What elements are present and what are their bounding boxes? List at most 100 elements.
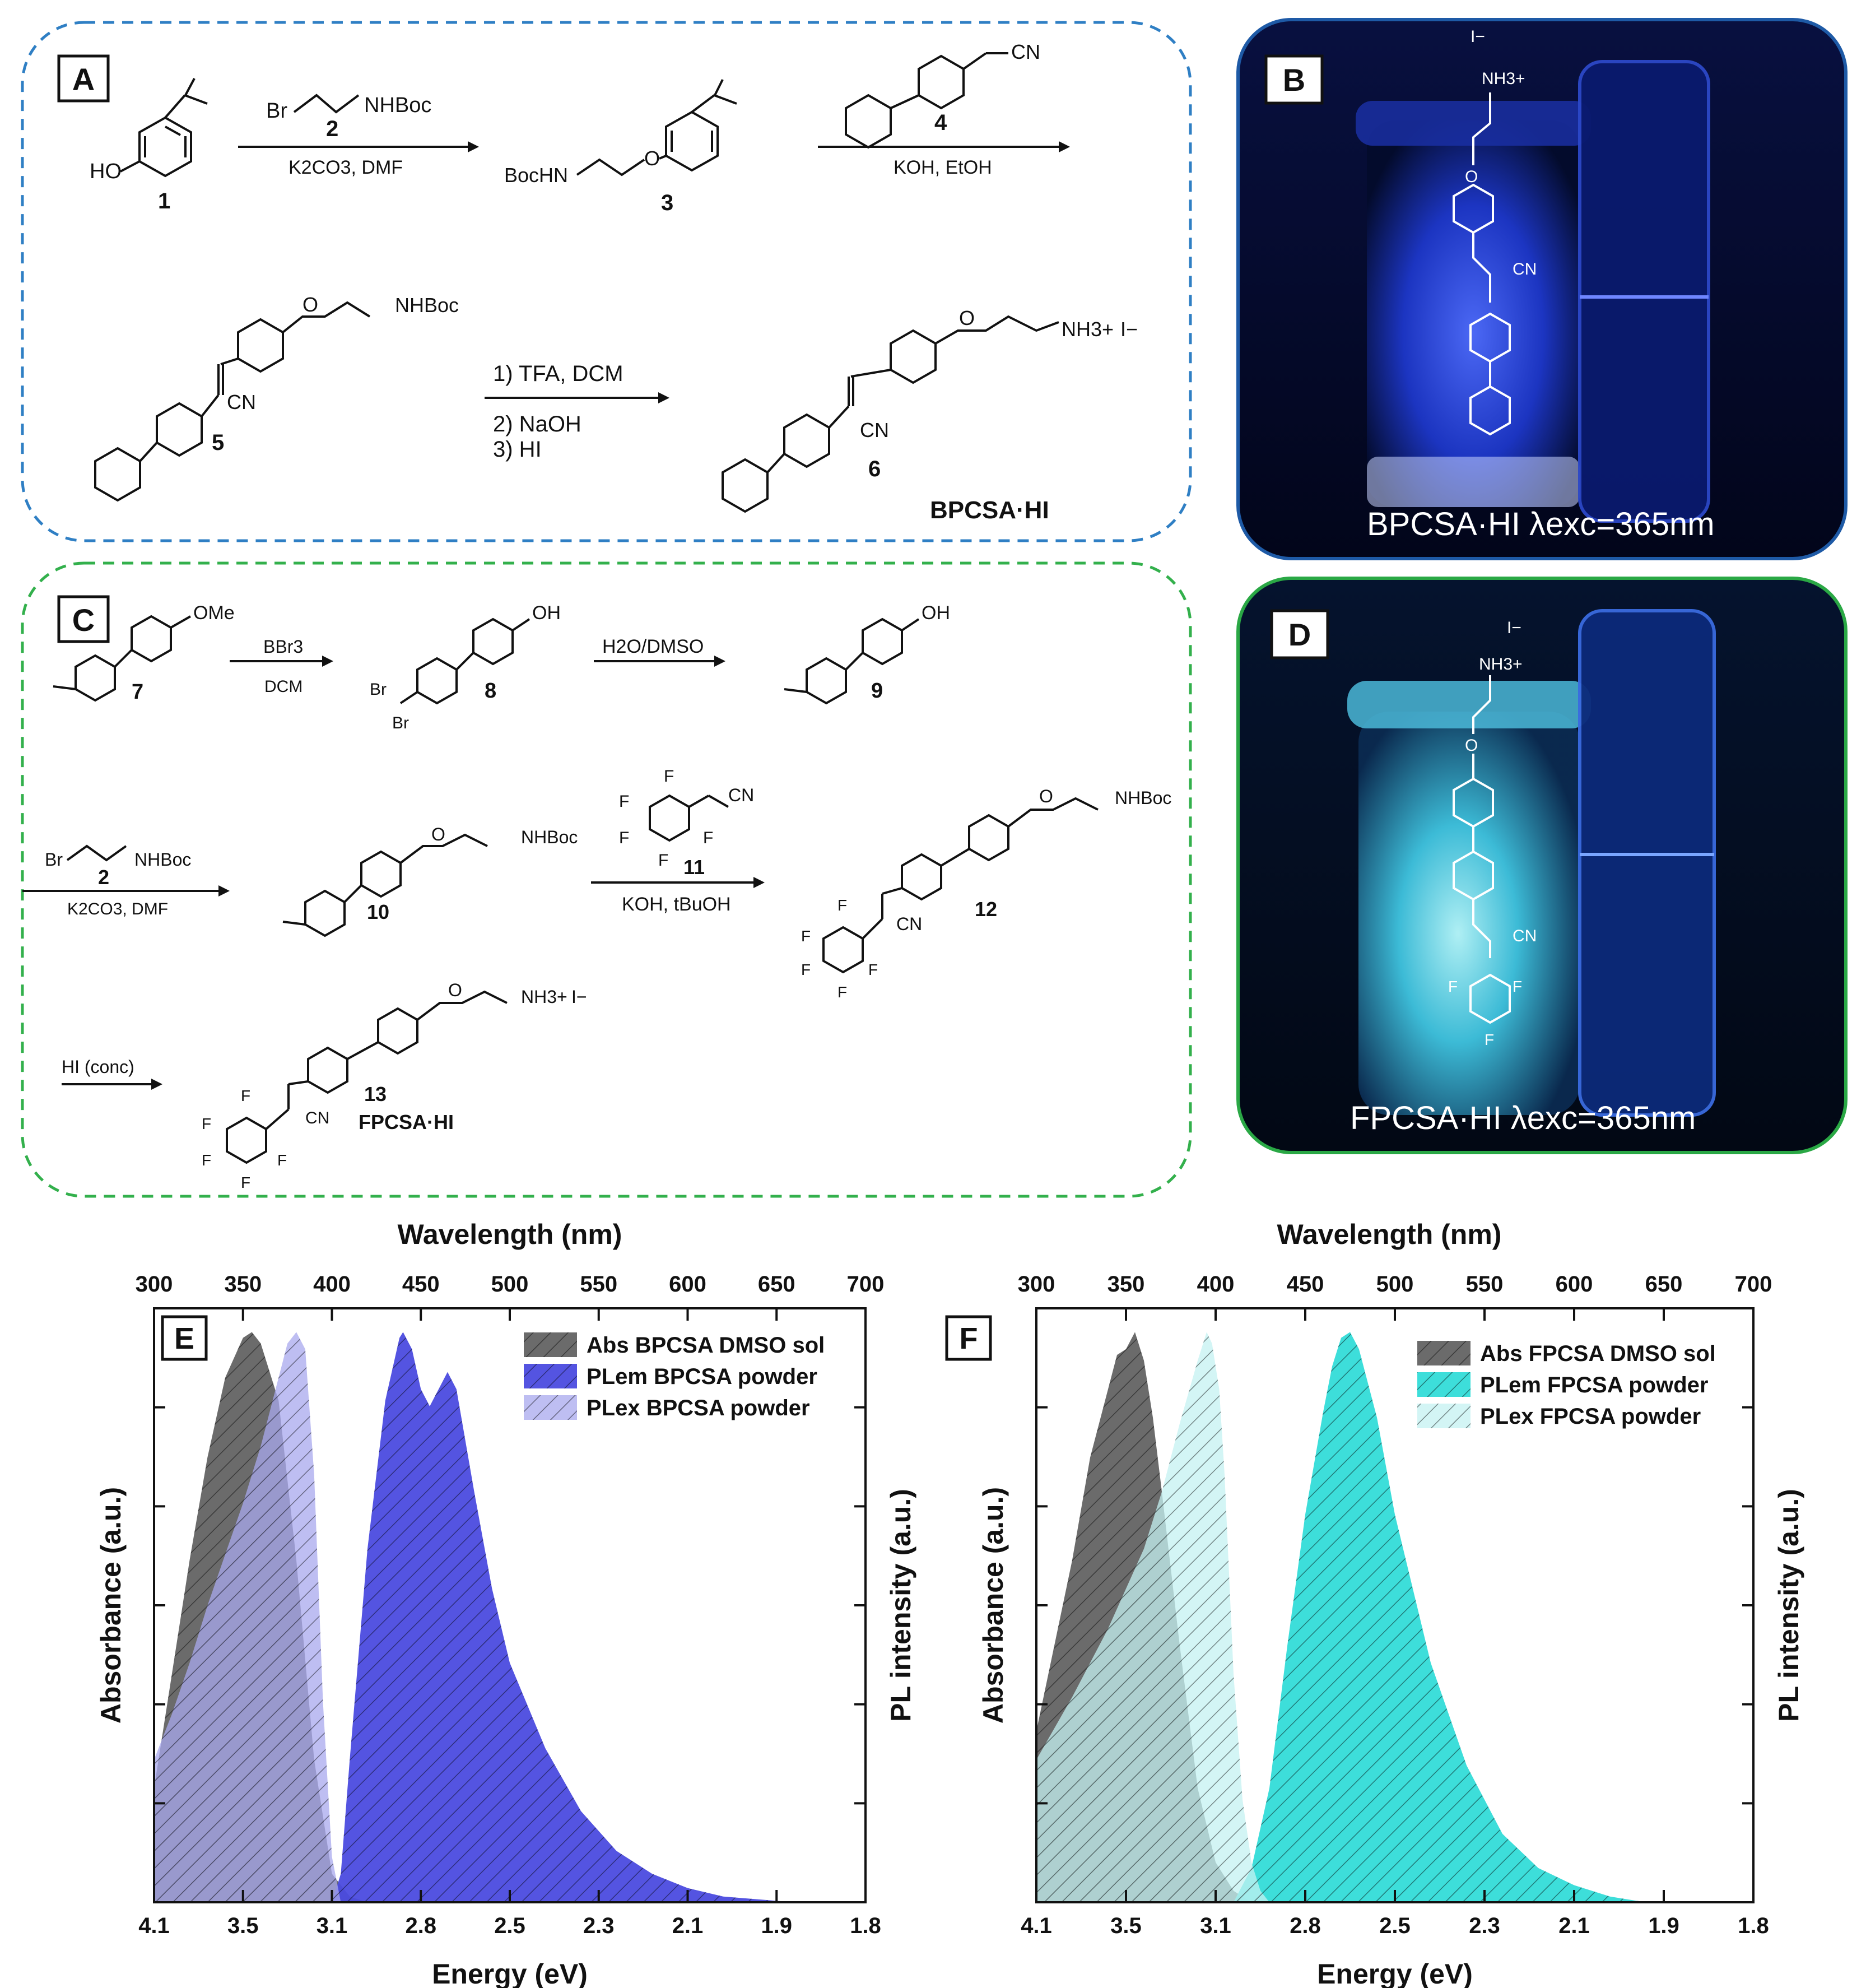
panel-d-label: D <box>1288 617 1311 652</box>
label-nhboc-c2: NHBoc <box>134 849 191 870</box>
bottom-tick-label: 2.5 <box>494 1913 525 1938</box>
chart-f-right-axis-title: PL intensity (a.u.) <box>1773 1489 1804 1722</box>
panel-b-label-box <box>1264 54 1324 105</box>
product-name-fpcsa-hi: FPCSA·HI <box>359 1111 454 1134</box>
panel-c: C OMe 7 BBr3 DCM OH Br Br 8 H2O/DMSO <box>21 561 1192 1198</box>
reagent-step-3-line-2: 2) NaOH <box>493 412 581 436</box>
top-tick-label: 600 <box>1556 1272 1593 1297</box>
top-tick-label: 550 <box>1466 1272 1504 1297</box>
top-tick-label: 700 <box>1735 1272 1772 1297</box>
label-f-13b: F <box>202 1115 211 1132</box>
label-cn-12: CN <box>896 914 922 934</box>
top-tick-label: 300 <box>1018 1272 1055 1297</box>
legend-label: Abs BPCSA DMSO sol <box>587 1333 825 1358</box>
compound-number-13: 13 <box>364 1083 387 1106</box>
label-f-11e: F <box>658 851 668 870</box>
label-cn-5: CN <box>227 391 256 414</box>
chart-f-legend: Abs FPCSA DMSO sol PLem FPCSA powder PLex … <box>1417 1341 1716 1429</box>
chart-e-top-tick-labels: 300 350 400 450 500 550 600 650 700 <box>136 1272 885 1297</box>
compound-number-6: 6 <box>868 457 881 481</box>
series-hatch-3 <box>1036 1332 1269 1902</box>
compound-13-structure <box>226 990 508 1164</box>
panel-e-label: E <box>174 1322 194 1355</box>
label-nhboc-5: NHBoc <box>395 294 459 317</box>
arrowhead-1 <box>468 141 479 152</box>
label-f-11b: F <box>619 792 629 811</box>
overlay-f-d1: F <box>1448 978 1458 995</box>
legend-label: PLex FPCSA powder <box>1480 1404 1701 1429</box>
label-f-11a: F <box>664 767 674 786</box>
bottom-tick-label: 2.1 <box>1558 1913 1590 1938</box>
compound-3-structure <box>659 79 737 172</box>
label-cn-11: CN <box>728 785 754 805</box>
compound-number-4: 4 <box>934 110 947 135</box>
chart-f-top-tick-labels: 300 350 400 450 500 550 600 650 700 <box>1018 1272 1772 1297</box>
panel-a-border <box>21 21 1192 542</box>
panel-b-label: B <box>1283 62 1305 97</box>
chart-e-series-areas <box>154 1332 865 1902</box>
legend-swatch-hatch <box>524 1332 577 1357</box>
label-iodide-13: I− <box>571 987 587 1007</box>
overlay-nh3-b: NH3+ <box>1482 69 1525 88</box>
label-f-12b: F <box>801 927 811 945</box>
compound-number-10: 10 <box>367 900 389 923</box>
label-o-3: O <box>644 147 660 170</box>
reagent-step-3-line-3: 3) HI <box>493 437 542 462</box>
label-br: Br <box>266 99 287 123</box>
bottom-tick-label: 1.8 <box>1738 1913 1769 1938</box>
label-ho: HO <box>90 160 122 183</box>
overlay-structure-d <box>1453 675 1511 1024</box>
chart-e-right-axis-title: PL intensity (a.u.) <box>885 1489 916 1722</box>
top-tick-label: 450 <box>1287 1272 1324 1297</box>
arrowhead-c5 <box>151 1079 162 1090</box>
chart-f-top-axis-title: Wavelength (nm) <box>1277 1219 1502 1250</box>
label-f-13e: F <box>241 1174 250 1191</box>
chart-e: Wavelength (nm) 300 350 400 450 500 550 600 650… <box>95 1219 916 1988</box>
arrowhead-c4 <box>753 877 765 888</box>
panel-a-label-box <box>57 54 110 103</box>
bottom-tick-label: 3.5 <box>1110 1913 1142 1938</box>
top-tick-label: 400 <box>313 1272 351 1297</box>
compound-number-12: 12 <box>975 898 997 921</box>
compound-6-structure <box>722 315 1059 513</box>
compound-3-chain <box>576 158 645 176</box>
label-o-6: O <box>959 306 975 329</box>
chart-f-bottom-axis-title: Energy (eV) <box>1317 1958 1473 1988</box>
label-f-12e: F <box>837 983 847 1001</box>
arrowhead-c2 <box>714 656 725 667</box>
bottom-tick-label: 3.5 <box>227 1913 259 1938</box>
compound-11-structure <box>649 794 729 842</box>
top-tick-label: 300 <box>136 1272 173 1297</box>
legend-swatch-hatch <box>1417 1404 1471 1428</box>
legend-swatch-hatch <box>524 1364 577 1388</box>
top-tick-label: 500 <box>1376 1272 1414 1297</box>
chart-e-tick-marks <box>153 1308 867 1902</box>
chart-e-top-axis-title: Wavelength (nm) <box>398 1219 622 1250</box>
chart-e-bottom-tick-labels: 4.1 3.5 3.1 2.8 2.5 2.3 2.1 1.9 1.8 <box>138 1913 881 1938</box>
chart-f-left-axis-title: Absorbance (a.u.) <box>978 1487 1009 1724</box>
top-tick-label: 650 <box>1645 1272 1683 1297</box>
bottom-tick-label: 2.5 <box>1379 1913 1411 1938</box>
vial-powder-glow <box>1367 120 1580 507</box>
label-ome: OMe <box>193 602 235 624</box>
bottom-tick-label: 3.1 <box>317 1913 348 1938</box>
label-oh-9: OH <box>922 602 950 624</box>
label-nhboc-10: NHBoc <box>521 827 578 847</box>
reagent-dcm: DCM <box>264 677 303 696</box>
vial-solution <box>1578 60 1710 523</box>
label-br-c2: Br <box>45 849 63 870</box>
label-cn-6: CN <box>860 419 889 442</box>
chart-e-bottom-axis-title: Energy (eV) <box>432 1958 588 1988</box>
compound-9-structure <box>784 617 920 705</box>
photo-b-caption: BPCSA·HI λexc=365nm <box>1367 506 1715 542</box>
label-f-13d: F <box>277 1151 287 1169</box>
bottom-tick-label: 1.9 <box>761 1913 792 1938</box>
top-tick-label: 350 <box>1107 1272 1145 1297</box>
label-o-13: O <box>448 980 462 1000</box>
photo-d-caption: FPCSA·HI λexc=365nm <box>1350 1100 1696 1136</box>
legend-label: PLex BPCSA powder <box>587 1396 810 1420</box>
reagent-2-chain <box>293 94 360 114</box>
panel-f-label-box <box>945 1315 992 1361</box>
label-f-11d: F <box>703 829 713 847</box>
